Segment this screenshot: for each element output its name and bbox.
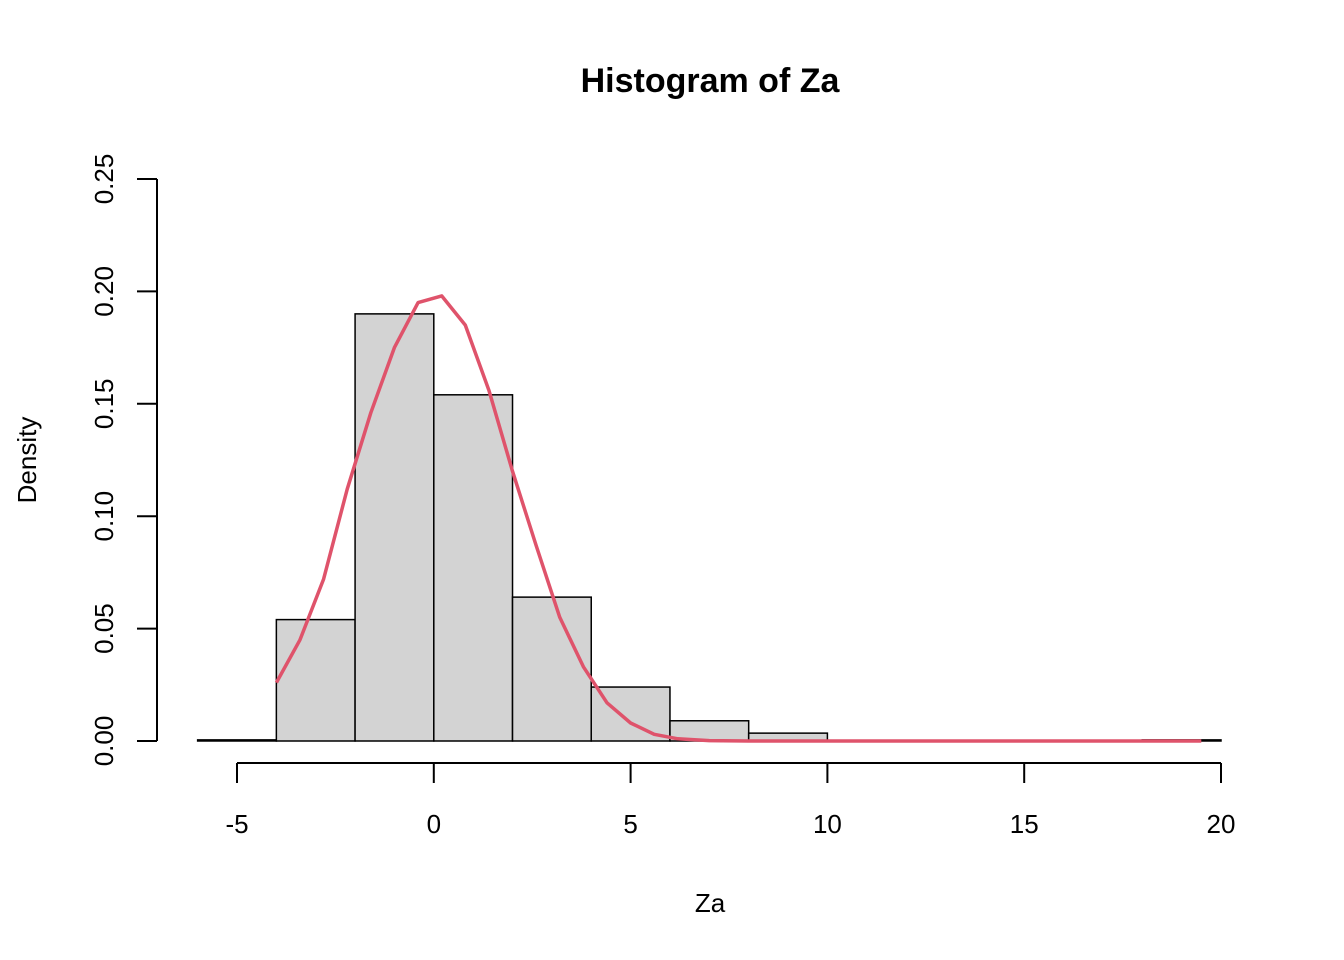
y-tick-label: 0.10 (89, 491, 119, 542)
histogram-bar (196, 739, 278, 742)
x-tick-label: 20 (1207, 809, 1236, 839)
histogram-bar (433, 394, 514, 742)
y-axis: 0.00 0.05 0.10 0.15 0.20 0.25 (89, 154, 158, 767)
x-axis-label: Za (695, 888, 726, 918)
y-tick-label: 0.20 (89, 266, 119, 317)
x-tick-label: 10 (813, 809, 842, 839)
x-tick-label: 0 (427, 809, 441, 839)
density-curve (274, 294, 1202, 743)
density-curve-group (274, 294, 1202, 743)
histogram-bar (511, 596, 592, 742)
x-tick-label: -5 (225, 809, 248, 839)
x-axis: -5 0 5 10 15 20 (225, 762, 1236, 839)
histogram-bars (196, 313, 1222, 742)
y-axis-label: Density (12, 417, 42, 504)
x-tick-label: 15 (1010, 809, 1039, 839)
histogram-bar (354, 313, 435, 742)
y-tick-label: 0.05 (89, 603, 119, 654)
chart-title: Histogram of Za (581, 62, 841, 100)
y-tick-label: 0.25 (89, 154, 119, 205)
histogram-bar (275, 618, 356, 742)
y-tick-label: 0.15 (89, 378, 119, 429)
x-tick-label: 5 (623, 809, 637, 839)
y-tick-label: 0.00 (89, 716, 119, 767)
